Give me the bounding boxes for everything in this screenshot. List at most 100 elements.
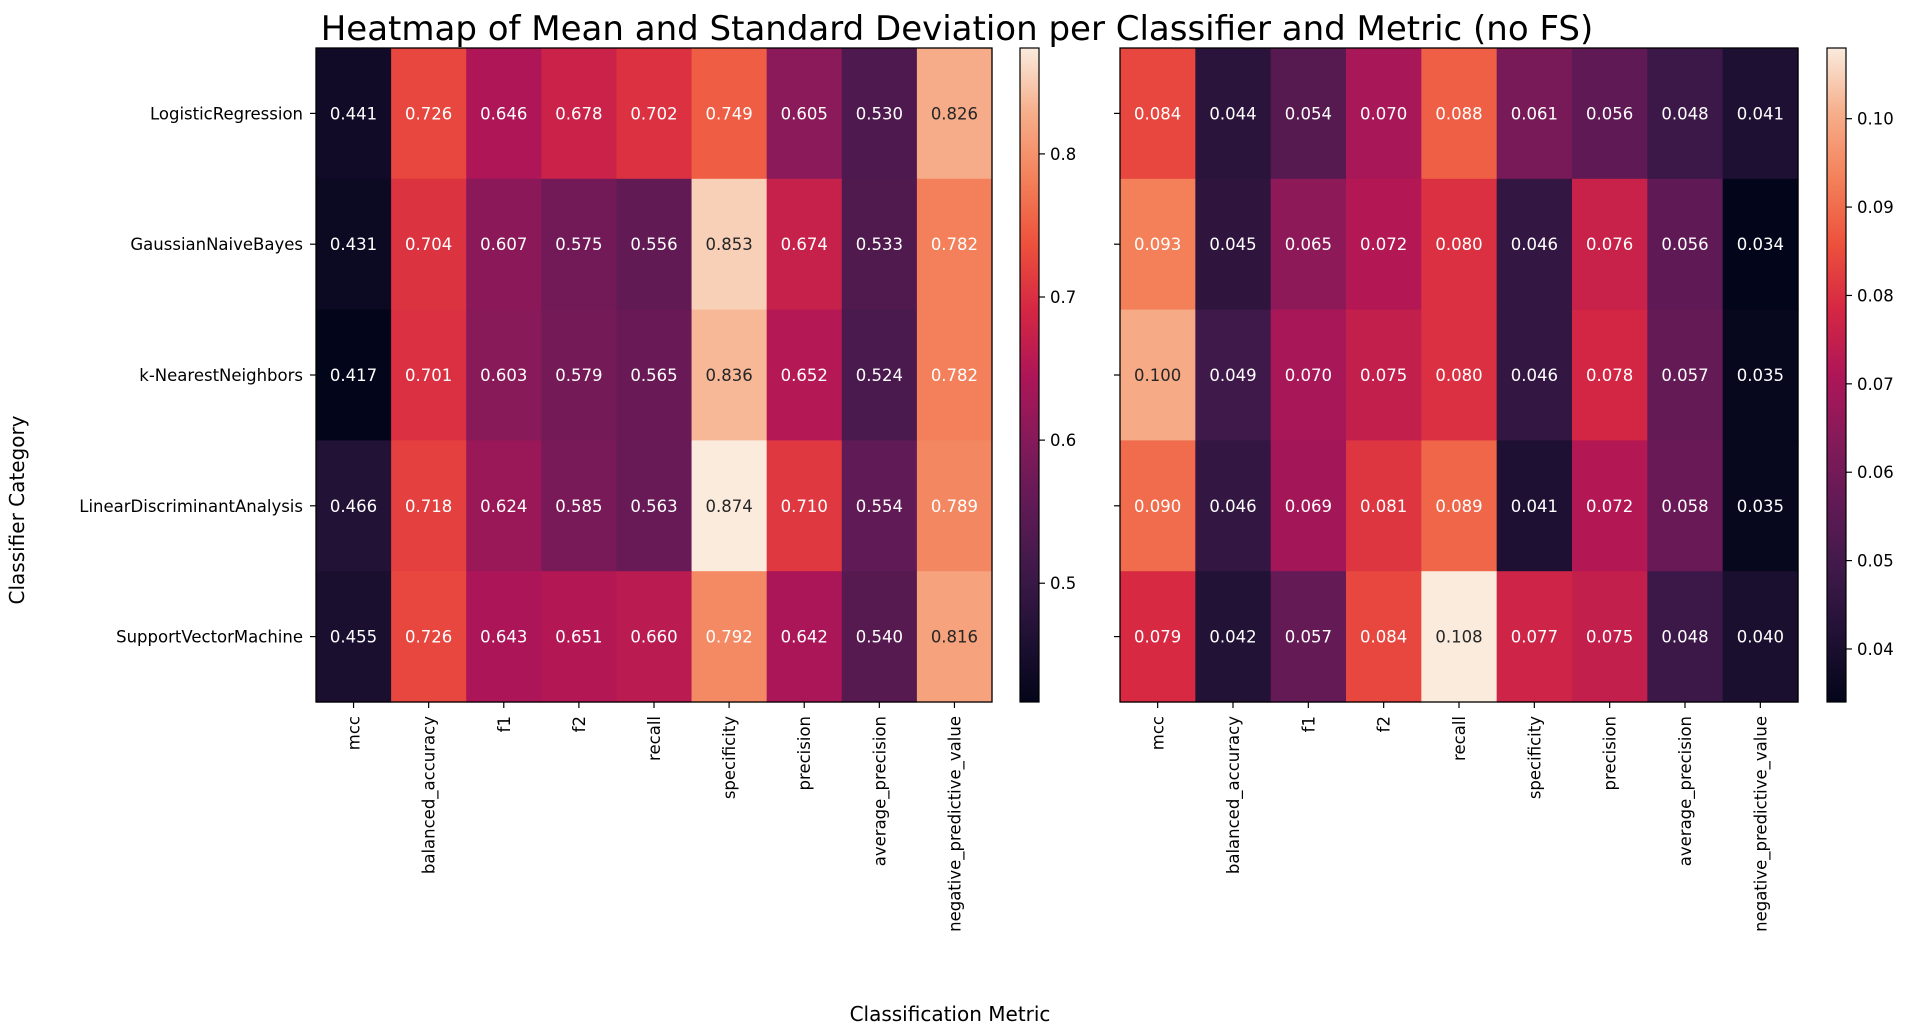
cell-value-label: 0.080 bbox=[1435, 235, 1482, 254]
heatmap-cell bbox=[1647, 440, 1724, 572]
cell-value-label: 0.836 bbox=[705, 366, 752, 385]
cell-value-label: 0.441 bbox=[330, 104, 377, 123]
heatmap-cell bbox=[1270, 440, 1347, 572]
heatmap-cell bbox=[391, 440, 467, 572]
cell-value-label: 0.575 bbox=[555, 235, 602, 254]
heatmap-cell bbox=[541, 178, 618, 311]
cell-value-label: 0.080 bbox=[1435, 366, 1482, 385]
x-tick-label: recall bbox=[645, 716, 664, 761]
heatmap-cell bbox=[691, 48, 768, 180]
cell-value-label: 0.749 bbox=[705, 104, 752, 123]
heatmap-cell bbox=[1496, 309, 1573, 441]
heatmap-cell bbox=[691, 178, 768, 311]
cell-value-label: 0.040 bbox=[1737, 628, 1784, 647]
heatmap-cell bbox=[1120, 440, 1196, 572]
cell-value-label: 0.046 bbox=[1511, 366, 1558, 385]
heatmap-cell bbox=[1346, 309, 1422, 441]
heatmap-cell bbox=[1195, 571, 1272, 703]
heatmap-cell bbox=[841, 178, 918, 311]
heatmap-cell bbox=[466, 48, 542, 180]
heatmap-cell bbox=[1195, 309, 1272, 441]
cell-value-label: 0.084 bbox=[1360, 628, 1407, 647]
cell-value-label: 0.046 bbox=[1209, 497, 1256, 516]
heatmap-cell bbox=[1120, 178, 1196, 311]
cell-value-label: 0.704 bbox=[405, 235, 452, 254]
cell-value-label: 0.678 bbox=[555, 104, 602, 123]
colorbar-tick-label: 0.04 bbox=[1857, 640, 1894, 659]
y-tick-label: k-NearestNeighbors bbox=[139, 366, 303, 385]
heatmap-cell bbox=[466, 440, 542, 572]
heatmap-cell bbox=[1421, 440, 1498, 572]
heatmap-cell bbox=[1421, 309, 1498, 441]
cell-value-label: 0.058 bbox=[1661, 497, 1708, 516]
x-axis-label: Classification Metric bbox=[850, 1002, 1051, 1026]
cell-value-label: 0.431 bbox=[330, 235, 377, 254]
heatmap-cell bbox=[1195, 48, 1272, 180]
cell-value-label: 0.093 bbox=[1134, 235, 1181, 254]
heatmap-cell bbox=[1346, 178, 1422, 311]
heatmap-cell bbox=[391, 309, 467, 441]
heatmap-cell bbox=[1346, 571, 1422, 703]
colorbar-tick-label: 0.5 bbox=[1050, 574, 1076, 593]
cell-value-label: 0.075 bbox=[1360, 366, 1407, 385]
heatmap-cell bbox=[1722, 309, 1799, 441]
heatmap-cell bbox=[1496, 440, 1573, 572]
colorbar-tick-label: 0.07 bbox=[1857, 375, 1894, 394]
heatmap-cell bbox=[916, 571, 993, 703]
heatmap-cell bbox=[316, 571, 392, 703]
cell-value-label: 0.035 bbox=[1737, 366, 1784, 385]
cell-value-label: 0.045 bbox=[1209, 235, 1256, 254]
heatmap-cell bbox=[391, 178, 467, 311]
heatmap-cell bbox=[1496, 571, 1573, 703]
cell-value-label: 0.041 bbox=[1511, 497, 1558, 516]
std-heatmap-panel: 0.084 0.044 0.054 0.070 0.088 0.061 0.056 0.048… bbox=[1114, 47, 1799, 932]
cell-value-label: 0.057 bbox=[1285, 628, 1332, 647]
x-tick-label: average_precision bbox=[1676, 716, 1696, 866]
cell-value-label: 0.726 bbox=[405, 104, 452, 123]
cell-value-label: 0.041 bbox=[1737, 104, 1784, 123]
cell-value-label: 0.046 bbox=[1511, 235, 1558, 254]
cell-value-label: 0.090 bbox=[1134, 497, 1181, 516]
heatmap-cell bbox=[1195, 178, 1272, 311]
cell-value-label: 0.702 bbox=[630, 104, 677, 123]
cell-value-label: 0.417 bbox=[330, 366, 377, 385]
cell-value-label: 0.076 bbox=[1586, 235, 1633, 254]
heatmap-cell bbox=[916, 178, 993, 311]
heatmap-cell bbox=[391, 48, 467, 180]
cell-value-label: 0.088 bbox=[1435, 104, 1482, 123]
cell-value-label: 0.034 bbox=[1737, 235, 1784, 254]
heatmap-cell bbox=[1421, 48, 1498, 180]
cell-value-label: 0.077 bbox=[1511, 628, 1558, 647]
heatmap-cell bbox=[1572, 309, 1648, 441]
heatmap-cell bbox=[841, 309, 918, 441]
heatmap-cell bbox=[1270, 178, 1347, 311]
heatmap-cell bbox=[466, 178, 542, 311]
cell-value-label: 0.057 bbox=[1661, 366, 1708, 385]
x-tick-label: specificity bbox=[720, 716, 739, 799]
x-tick-label: average_precision bbox=[870, 716, 890, 866]
cell-value-label: 0.048 bbox=[1661, 628, 1708, 647]
x-tick-label: f1 bbox=[1299, 716, 1318, 732]
cell-value-label: 0.084 bbox=[1134, 104, 1181, 123]
cell-value-label: 0.455 bbox=[330, 628, 377, 647]
cell-value-label: 0.624 bbox=[480, 497, 527, 516]
cell-value-label: 0.072 bbox=[1360, 235, 1407, 254]
cell-value-label: 0.065 bbox=[1285, 235, 1332, 254]
x-tick-label: negative_predictive_value bbox=[945, 716, 965, 932]
cell-value-label: 0.579 bbox=[555, 366, 602, 385]
cell-value-label: 0.782 bbox=[931, 235, 978, 254]
x-tick-label: f1 bbox=[495, 716, 514, 732]
cell-value-label: 0.054 bbox=[1285, 104, 1332, 123]
heatmap-cell bbox=[1270, 48, 1347, 180]
heatmap-cell bbox=[1647, 178, 1724, 311]
heatmap-cell bbox=[316, 48, 392, 180]
x-tick-label: f2 bbox=[570, 716, 589, 732]
cell-value-label: 0.782 bbox=[931, 366, 978, 385]
cell-value-label: 0.079 bbox=[1134, 628, 1181, 647]
cell-value-label: 0.048 bbox=[1661, 104, 1708, 123]
heatmap-cell bbox=[841, 571, 918, 703]
colorbar-tick-label: 0.6 bbox=[1050, 431, 1076, 450]
heatmap-cell bbox=[466, 309, 542, 441]
heatmap-cell bbox=[541, 48, 618, 180]
heatmap-cell bbox=[541, 571, 618, 703]
